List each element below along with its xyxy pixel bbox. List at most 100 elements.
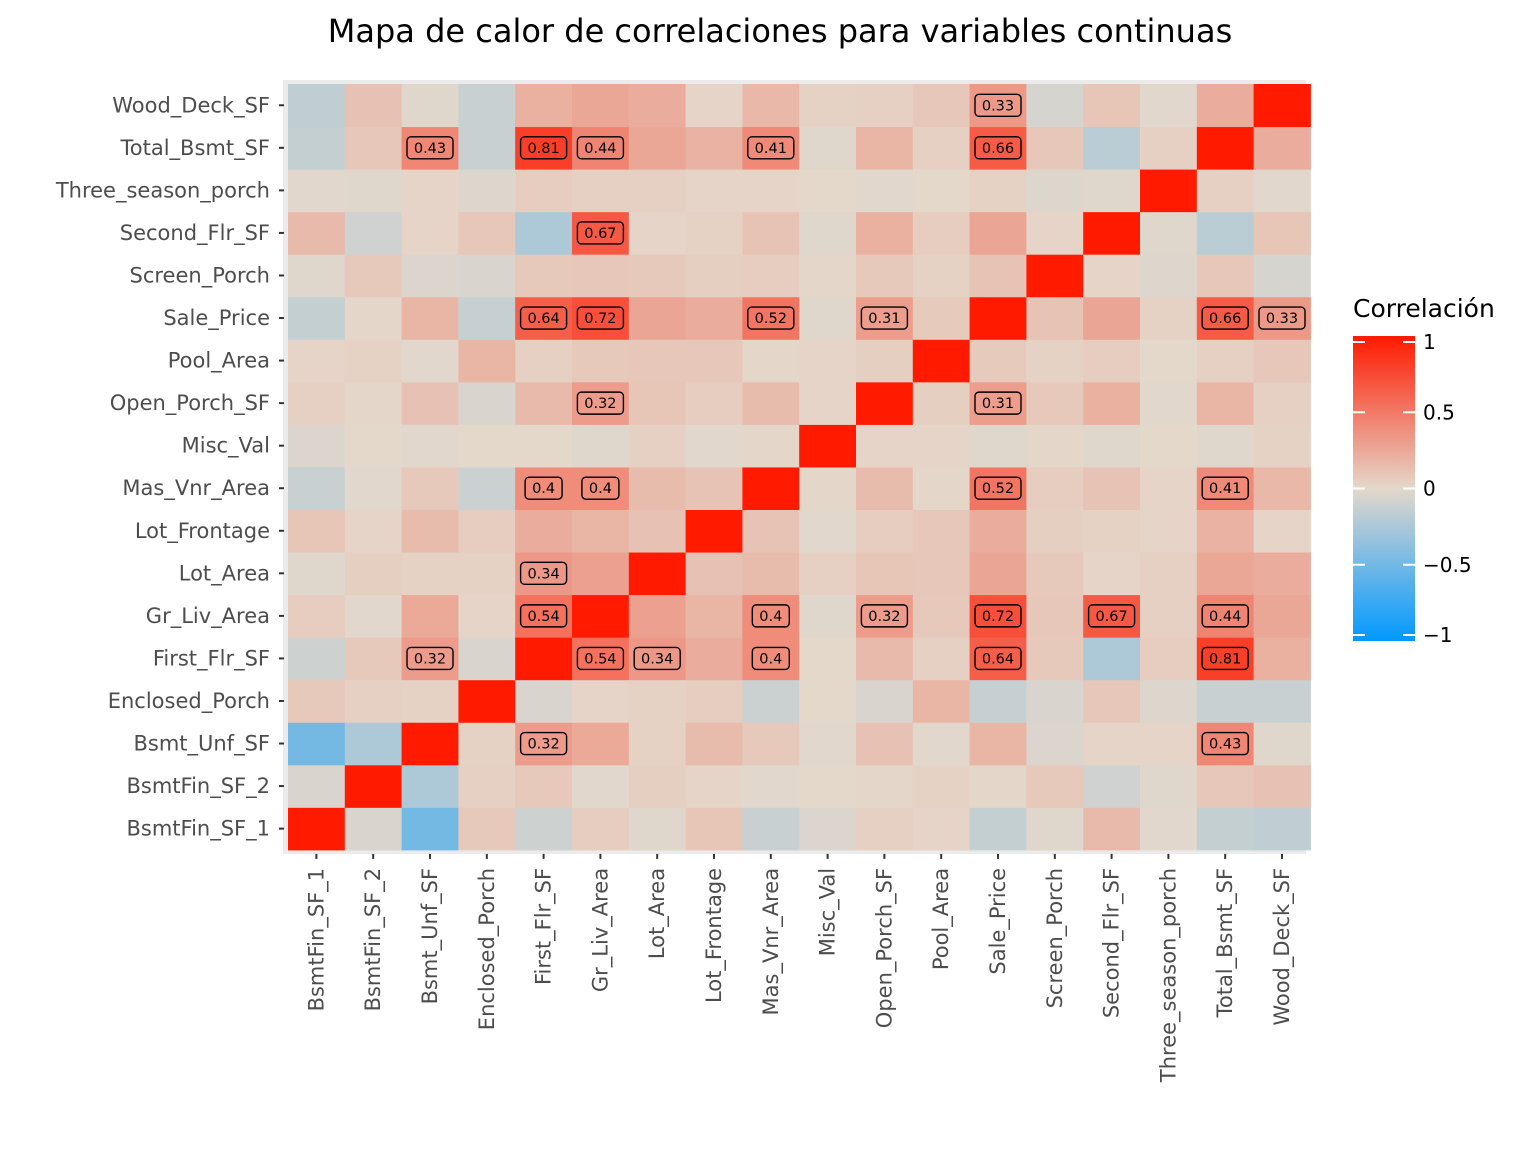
heatmap-cell: [288, 254, 346, 298]
value-label: 0.4: [759, 651, 782, 667]
heatmap-cell: [912, 594, 971, 638]
heatmap-cell: [1253, 84, 1311, 128]
value-label: 0.67: [584, 226, 616, 242]
heatmap-cell: [288, 466, 346, 510]
heatmap-cell: [515, 764, 573, 808]
heatmap-cell: [628, 764, 687, 808]
heatmap-cell: [344, 296, 403, 340]
heatmap-cell: [1253, 169, 1311, 213]
x-tick-label: Screen_Porch: [1043, 868, 1068, 1009]
heatmap-cell: [1140, 254, 1198, 298]
value-label: 0.52: [982, 481, 1014, 497]
value-label: 0.66: [982, 141, 1014, 157]
heatmap-cell: [458, 211, 516, 255]
heatmap-cell: [1083, 764, 1141, 808]
value-label-box: [1087, 604, 1136, 628]
x-tick-label: Total_Bsmt_SF: [1213, 868, 1238, 1019]
heatmap-cell: [969, 552, 1027, 596]
heatmap-cell: [912, 126, 971, 170]
heatmap-cell: [799, 807, 857, 851]
heatmap-cell: [1196, 84, 1255, 128]
heatmap-cell: [1083, 466, 1141, 510]
heatmap-cell: [288, 424, 346, 468]
heatmap-cell: [401, 807, 459, 851]
value-label: 0.54: [584, 651, 616, 667]
heatmap-cell: [685, 552, 743, 596]
heatmap-cell: [1196, 339, 1255, 383]
heatmap-cell: [799, 296, 857, 340]
heatmap-cell: [685, 764, 743, 808]
value-label-box: [576, 221, 625, 245]
y-tick-label: Enclosed_Porch: [108, 689, 270, 714]
color-legend: Correlación 1 0.5 0 −0.5 −1: [1353, 294, 1495, 647]
heatmap-cell: [401, 254, 459, 298]
heatmap-cell: [1083, 509, 1141, 553]
heatmap-cell: [628, 126, 687, 170]
heatmap-cell: [799, 722, 857, 766]
heatmap-cell: [401, 169, 459, 213]
heatmap-cell: [288, 679, 346, 723]
heatmap-cell: [344, 552, 403, 596]
y-tick-label: Sale_Price: [163, 306, 270, 331]
heatmap-cell: [1026, 126, 1084, 170]
heatmap-cell: [288, 807, 346, 851]
y-tick-label: Misc_Val: [182, 434, 270, 459]
value-label-box: [581, 476, 620, 500]
x-tick-label: Mas_Vnr_Area: [759, 868, 784, 1016]
value-label-box: [519, 306, 568, 330]
heatmap-cell: [628, 381, 687, 425]
heatmap-cell: [458, 339, 516, 383]
value-label: 0.72: [584, 311, 616, 327]
heatmap-cell: [572, 254, 630, 298]
heatmap-cell: [742, 381, 800, 425]
heatmap-cell: [1083, 254, 1141, 298]
y-tick-label: Gr_Liv_Area: [146, 604, 270, 629]
heatmap-cell: [1026, 552, 1084, 596]
value-label: 0.43: [414, 141, 446, 157]
heatmap-cell: [344, 211, 403, 255]
heatmap-cell: [856, 254, 914, 298]
heatmap-cell: [1083, 381, 1141, 425]
heatmap-cell: [401, 722, 459, 766]
heatmap-cell: [572, 339, 630, 383]
heatmap-cell: [799, 466, 857, 510]
heatmap-cell: [969, 169, 1027, 213]
heatmap-cell: [856, 807, 914, 851]
heatmap-cell: [912, 211, 971, 255]
heatmap-cell: [742, 722, 800, 766]
value-label-box: [576, 391, 625, 415]
heatmap-cell: [572, 169, 630, 213]
heatmap-cell: [1083, 722, 1141, 766]
value-label-box: [1201, 731, 1249, 756]
value-label: 0.43: [1209, 737, 1241, 753]
x-tick-label: Lot_Frontage: [702, 868, 727, 1003]
heatmap-cell: [515, 169, 573, 213]
heatmap-cell: [969, 424, 1027, 468]
heatmap-cell: [458, 594, 516, 638]
heatmap-cell: [969, 211, 1027, 255]
heatmap-cell: [401, 764, 459, 808]
heatmap-cell: [742, 84, 800, 128]
heatmap-cell: [799, 679, 857, 723]
heatmap-cell: [1253, 126, 1311, 170]
y-tick-label: Wood_Deck_SF: [112, 93, 270, 118]
heatmap-cell: [628, 169, 687, 213]
heatmap-cell: [288, 764, 346, 808]
value-label-box: [576, 646, 625, 671]
heatmap-cell: [458, 764, 516, 808]
heatmap-cell: [969, 296, 1027, 340]
heatmap-cell: [628, 679, 687, 723]
heatmap-cell: [1026, 679, 1084, 723]
heatmap-cell: [1083, 126, 1141, 170]
heatmap-cell: [799, 764, 857, 808]
heatmap-cell: [969, 509, 1027, 553]
heatmap-cell: [856, 466, 914, 510]
heatmap-cell: [515, 254, 573, 298]
heatmap-cell: [572, 424, 630, 468]
heatmap-cell: [288, 552, 346, 596]
heatmap-cells: [288, 84, 1311, 851]
heatmap-cell: [685, 509, 743, 553]
heatmap-cell: [344, 509, 403, 553]
heatmap-cell: [742, 679, 800, 723]
